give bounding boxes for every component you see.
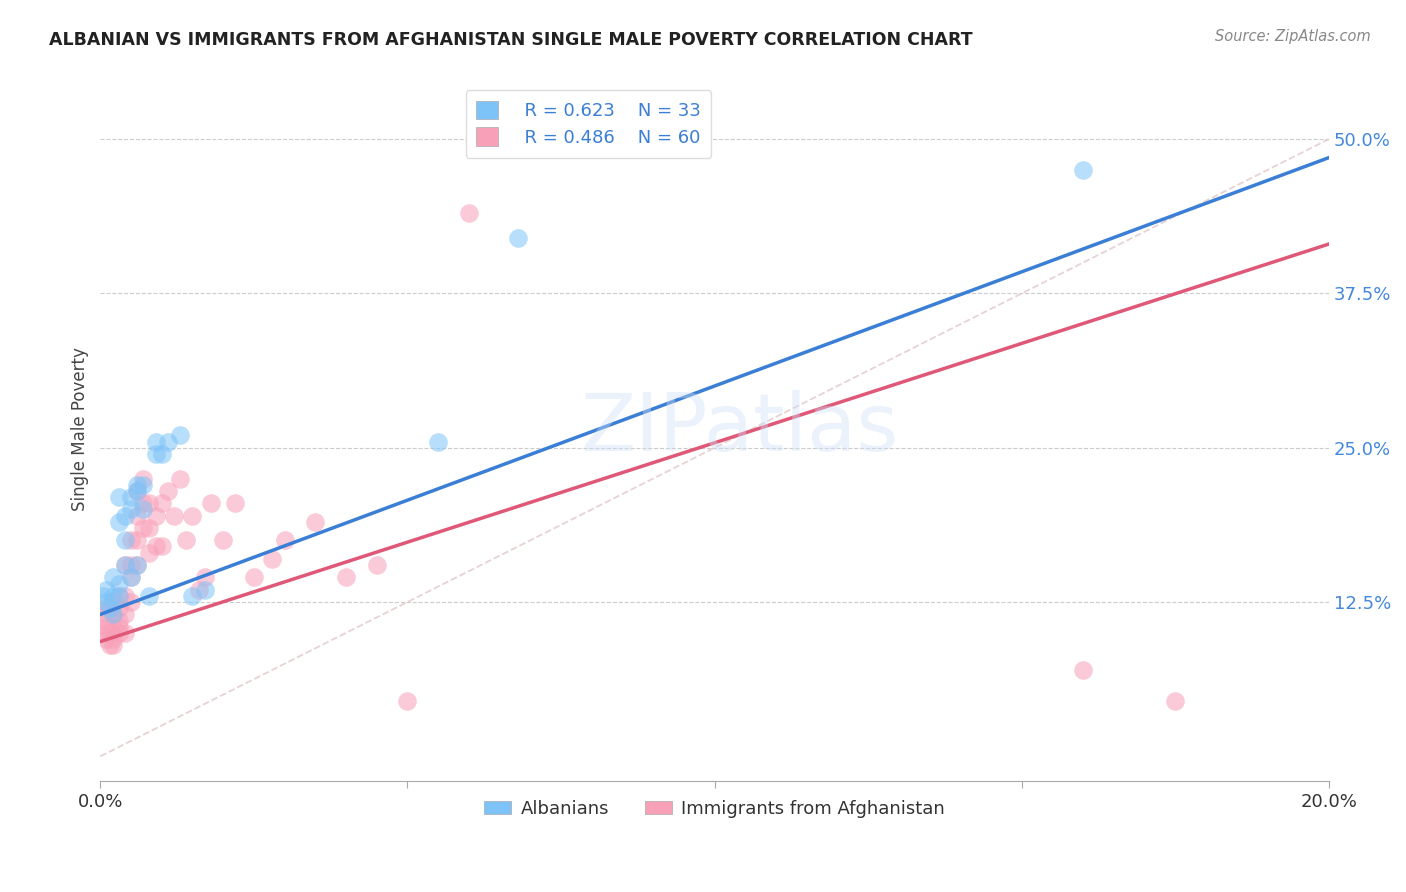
Point xyxy=(138,589,160,603)
Point xyxy=(96,582,118,597)
Point xyxy=(120,558,142,572)
Point xyxy=(114,533,136,548)
Legend: Albanians, Immigrants from Afghanistan: Albanians, Immigrants from Afghanistan xyxy=(477,792,952,825)
Point xyxy=(107,626,129,640)
Point xyxy=(101,607,124,622)
Point xyxy=(1071,663,1094,677)
Point xyxy=(107,620,129,634)
Point xyxy=(132,472,155,486)
Point xyxy=(101,570,124,584)
Point xyxy=(127,477,149,491)
Point xyxy=(150,496,173,510)
Point xyxy=(181,589,204,603)
Y-axis label: Single Male Poverty: Single Male Poverty xyxy=(72,347,89,511)
Point xyxy=(304,515,326,529)
Point xyxy=(1071,163,1094,178)
Point xyxy=(114,589,136,603)
Point xyxy=(150,540,173,554)
Point xyxy=(156,483,179,498)
Point xyxy=(107,589,129,603)
Point xyxy=(262,551,284,566)
Point xyxy=(273,533,295,548)
Point xyxy=(127,533,149,548)
Point xyxy=(96,601,118,615)
Point xyxy=(120,595,142,609)
Point xyxy=(114,558,136,572)
Point xyxy=(96,620,118,634)
Point xyxy=(169,428,191,442)
Point xyxy=(145,434,167,449)
Point xyxy=(107,576,129,591)
Point xyxy=(120,570,142,584)
Point xyxy=(150,447,173,461)
Point xyxy=(181,508,204,523)
Point xyxy=(114,607,136,622)
Point xyxy=(366,558,388,572)
Point xyxy=(107,601,129,615)
Point xyxy=(127,558,149,572)
Point xyxy=(194,582,217,597)
Point xyxy=(506,231,529,245)
Point xyxy=(243,570,266,584)
Point xyxy=(101,632,124,646)
Point xyxy=(163,508,186,523)
Point xyxy=(145,447,167,461)
Text: Source: ZipAtlas.com: Source: ZipAtlas.com xyxy=(1215,29,1371,44)
Point xyxy=(127,508,149,523)
Point xyxy=(200,496,222,510)
Point xyxy=(194,570,217,584)
Point xyxy=(138,496,160,510)
Point xyxy=(212,533,235,548)
Text: ZIPatlas: ZIPatlas xyxy=(581,390,898,468)
Point xyxy=(224,496,246,510)
Point xyxy=(127,558,149,572)
Point xyxy=(98,626,121,640)
Point xyxy=(96,595,118,609)
Point xyxy=(94,614,117,628)
Point xyxy=(132,521,155,535)
Point xyxy=(101,620,124,634)
Point xyxy=(120,570,142,584)
Point xyxy=(93,626,115,640)
Point xyxy=(93,589,115,603)
Point xyxy=(91,607,114,622)
Point xyxy=(101,589,124,603)
Point xyxy=(114,626,136,640)
Point xyxy=(145,508,167,523)
Point xyxy=(114,508,136,523)
Point xyxy=(127,483,149,498)
Point xyxy=(132,496,155,510)
Point xyxy=(114,558,136,572)
Point xyxy=(169,472,191,486)
Point xyxy=(107,589,129,603)
Point xyxy=(176,533,198,548)
Point xyxy=(132,502,155,516)
Point xyxy=(187,582,209,597)
Point xyxy=(98,638,121,652)
Point xyxy=(145,540,167,554)
Point xyxy=(107,490,129,504)
Point xyxy=(101,595,124,609)
Point xyxy=(107,614,129,628)
Point xyxy=(1164,694,1187,708)
Point xyxy=(335,570,357,584)
Point xyxy=(396,694,419,708)
Point xyxy=(156,434,179,449)
Point xyxy=(138,521,160,535)
Point xyxy=(120,533,142,548)
Point xyxy=(138,546,160,560)
Point xyxy=(427,434,450,449)
Point xyxy=(96,632,118,646)
Point xyxy=(457,206,479,220)
Point xyxy=(101,638,124,652)
Point xyxy=(98,601,121,615)
Point xyxy=(127,483,149,498)
Point xyxy=(107,515,129,529)
Point xyxy=(120,490,142,504)
Text: ALBANIAN VS IMMIGRANTS FROM AFGHANISTAN SINGLE MALE POVERTY CORRELATION CHART: ALBANIAN VS IMMIGRANTS FROM AFGHANISTAN … xyxy=(49,31,973,49)
Point xyxy=(101,607,124,622)
Point xyxy=(132,477,155,491)
Point xyxy=(120,502,142,516)
